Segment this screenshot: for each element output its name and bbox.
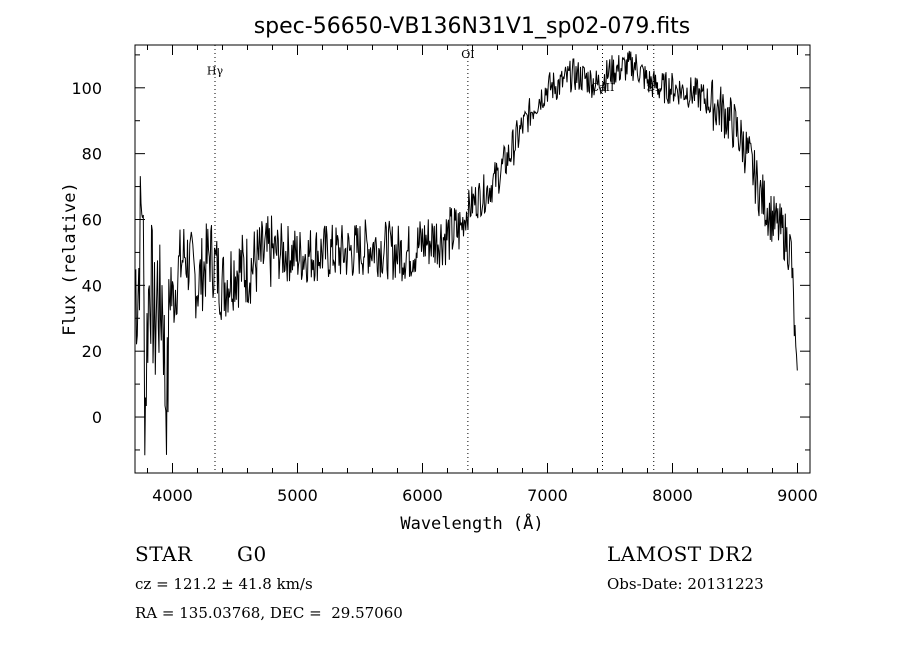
x-tick-label: 6000 (402, 486, 443, 505)
x-tick-label: 4000 (152, 486, 193, 505)
line-label: Hγ (207, 65, 224, 78)
x-tick-label: 5000 (277, 486, 318, 505)
coordinates: RA = 135.03768, DEC = 29.57060 (135, 604, 403, 622)
axis-ticks: 4000 5000 6000 7000 8000 9000 0 20 40 60 80 100 (71, 45, 818, 505)
y-tick-label: 60 (82, 210, 102, 229)
x-tick-label: 9000 (777, 486, 818, 505)
observation-date: Obs-Date: 20131223 (607, 575, 764, 593)
y-tick-label: 100 (71, 79, 102, 98)
y-tick-label: 20 (82, 342, 102, 361)
survey-name: LAMOST DR2 (607, 542, 754, 566)
y-tick-label: 80 (82, 145, 102, 164)
y-axis-label: Flux (relative) (60, 182, 80, 336)
redshift-velocity: cz = 121.2 ± 41.8 km/s (135, 575, 313, 593)
y-tick-label: 0 (92, 408, 102, 427)
y-tick-label: 40 (82, 276, 102, 295)
spectrum-line (134, 50, 798, 456)
x-tick-label: 7000 (527, 486, 568, 505)
x-axis-label: Wavelength (Å) (400, 512, 543, 534)
chart-title: spec-56650-VB136N31V1_sp02-079.fits (254, 14, 691, 39)
object-class: STAR (135, 542, 193, 566)
x-tick-label: 8000 (652, 486, 693, 505)
line-label: OI (461, 48, 474, 61)
object-subclass: G0 (237, 542, 267, 566)
